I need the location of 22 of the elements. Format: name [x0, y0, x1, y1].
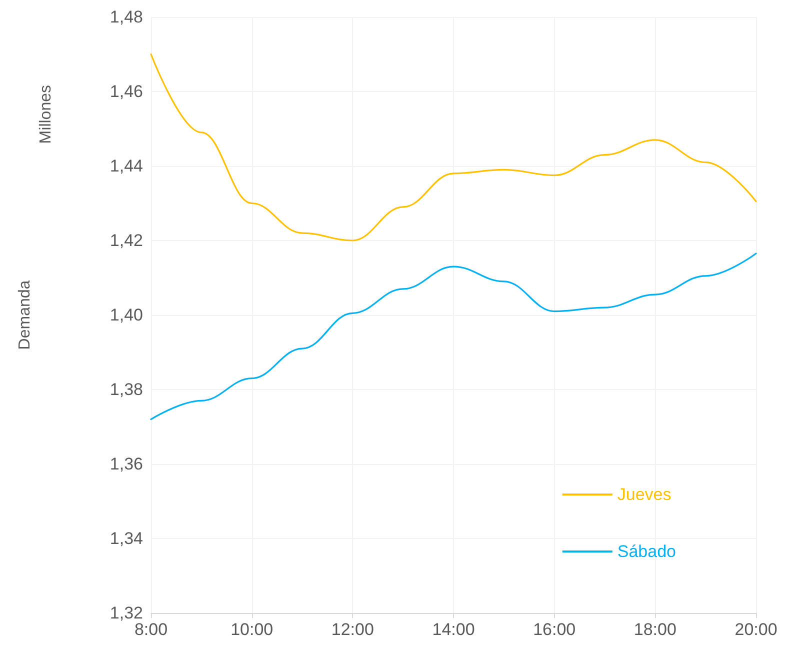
text: Millones	[38, 85, 54, 144]
legend-label: Jueves	[617, 485, 672, 504]
legend-label: Sábado	[617, 542, 676, 561]
x-tick-label: 12:00	[331, 620, 374, 639]
x-tick-label: 8:00	[134, 620, 168, 639]
x-tick-label: 18:00	[634, 620, 676, 639]
y-tick-label: 1,42	[110, 231, 143, 250]
y-tick-label: 1,44	[110, 156, 143, 176]
y-tick-label: 1,48	[110, 8, 143, 26]
x-tick-label: 10:00	[230, 620, 274, 639]
y-tick-label: 1,40	[110, 306, 143, 324]
x-tick-label: 14:00	[432, 620, 475, 639]
y-tick-label: 1,38	[110, 380, 143, 399]
y-tick-label: 1,32	[110, 604, 143, 622]
y-tick-label: 1,36	[110, 454, 143, 474]
line-series	[150, 53, 757, 242]
x-tick-label: 16:00	[533, 620, 576, 639]
line-series	[150, 252, 757, 420]
x-tick-label: 20:00	[734, 620, 778, 639]
y-tick-label: 1,34	[110, 529, 143, 548]
y-tick-label: 1,46	[110, 82, 143, 101]
y-axis-title: Demanda	[16, 280, 34, 350]
